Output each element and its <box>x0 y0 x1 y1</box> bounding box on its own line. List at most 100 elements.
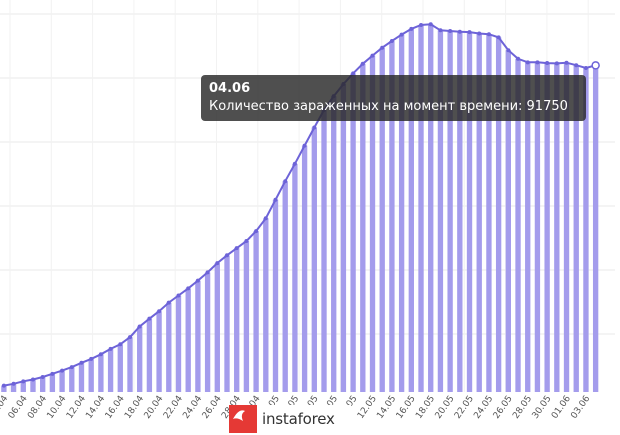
bar-30.04 <box>253 231 259 392</box>
point-28.04 <box>234 246 239 251</box>
point-01.05 <box>263 216 268 221</box>
bar-05.04 <box>10 383 17 392</box>
bar-26.05 <box>505 50 511 393</box>
bar-19.05 <box>437 30 444 393</box>
point-18.05 <box>428 22 433 27</box>
bar-10.05 <box>350 73 356 392</box>
point-28.05 <box>525 60 530 65</box>
point-24.05 <box>486 32 491 37</box>
bar-16.04 <box>117 344 123 392</box>
point-26.04 <box>215 261 220 266</box>
point-06.05 <box>312 125 317 130</box>
watermark-logo-icon <box>229 405 257 433</box>
bar-29.04 <box>243 241 250 392</box>
bar-02.05 <box>272 199 279 392</box>
bar-20.05 <box>447 31 453 393</box>
bar-13.05 <box>379 47 385 393</box>
x-tick-24.04: 24.04 <box>181 394 204 421</box>
bar-09.04 <box>49 373 56 392</box>
point-19.05 <box>438 28 443 33</box>
x-tick-14.04: 14.04 <box>84 394 107 421</box>
x-tick-26.04: 26.04 <box>201 394 224 421</box>
bar-06.04 <box>20 381 26 392</box>
x-tick-18.05: 18.05 <box>414 394 437 421</box>
bar-04.05 <box>292 163 298 392</box>
x-tick-26.05: 26.05 <box>492 394 515 421</box>
bar-19.04 <box>146 318 153 392</box>
bar-08.04 <box>40 377 46 392</box>
chart-tooltip: 04.06 Количество зараженных на момент вр… <box>201 75 586 121</box>
bar-28.05 <box>525 62 531 393</box>
point-07.04 <box>30 377 35 382</box>
x-tick-03.06: 03.06 <box>569 394 592 421</box>
point-16.04 <box>118 342 123 347</box>
point-15.05 <box>399 32 404 37</box>
x-tick-16.04: 16.04 <box>104 394 127 421</box>
point-25.05 <box>496 35 501 40</box>
point-05.04 <box>11 381 16 386</box>
bar-31.05 <box>554 63 560 393</box>
bar-11.04 <box>69 367 75 392</box>
point-18.04 <box>137 324 142 329</box>
point-13.04 <box>89 356 94 361</box>
bar-07.04 <box>30 379 36 392</box>
bar-27.04 <box>224 255 230 392</box>
point-27.04 <box>225 253 230 258</box>
point-20.04 <box>157 309 162 314</box>
x-tick-12.05: 12.05 <box>356 394 379 421</box>
point-03.05 <box>283 179 288 184</box>
point-24.04 <box>195 278 200 283</box>
bar-14.04 <box>98 354 104 392</box>
watermark-text: instaforex <box>262 410 335 428</box>
point-29.05 <box>535 60 540 65</box>
bar-08.05 <box>331 96 337 392</box>
point-06.04 <box>21 379 26 384</box>
point-10.04 <box>60 368 65 373</box>
point-26.05 <box>506 48 511 53</box>
point-12.04 <box>79 360 84 365</box>
bar-15.05 <box>398 34 405 393</box>
x-tick-22.05: 22.05 <box>453 394 476 421</box>
point-04.04 <box>1 383 6 388</box>
point-25.04 <box>205 270 210 275</box>
bar-23.04 <box>185 288 191 392</box>
bar-26.04 <box>214 263 220 392</box>
point-03.06 <box>583 66 588 71</box>
x-tick-08.04: 08.04 <box>26 394 49 421</box>
point-04.05 <box>292 161 297 166</box>
point-02.05 <box>273 197 278 202</box>
point-01.06 <box>564 60 569 65</box>
point-09.04 <box>50 371 55 376</box>
point-22.05 <box>467 30 472 35</box>
point-11.05 <box>360 61 365 66</box>
point-08.04 <box>40 375 45 380</box>
bar-07.05 <box>321 110 327 392</box>
point-14.05 <box>389 38 394 43</box>
bar-09.05 <box>340 84 347 392</box>
bar-10.04 <box>59 370 65 392</box>
point-15.04 <box>108 346 113 351</box>
x-tick-30.05: 30.05 <box>531 394 554 421</box>
bar-01.06 <box>563 62 570 392</box>
bar-30.05 <box>544 63 550 392</box>
bar-25.04 <box>204 272 211 392</box>
bar-21.04 <box>166 302 172 392</box>
bar-24.05 <box>486 34 492 392</box>
bar-24.04 <box>195 280 201 392</box>
x-tick-22.04: 22.04 <box>162 394 185 421</box>
bar-18.04 <box>137 326 143 392</box>
x-tick-01.06: 01.06 <box>550 394 573 421</box>
bar-23.05 <box>476 33 482 393</box>
bar-03.06 <box>583 68 589 392</box>
x-tick-28.05: 28.05 <box>511 394 534 421</box>
bar-04.06 <box>592 65 599 393</box>
point-30.04 <box>254 229 259 234</box>
bar-13.04 <box>88 358 94 392</box>
bar-16.05 <box>408 28 414 392</box>
x-tick-16.05: 16.05 <box>395 394 418 421</box>
bar-29.05 <box>534 62 541 393</box>
point-10.05 <box>351 71 356 76</box>
x-tick-12.04: 12.04 <box>65 394 88 421</box>
